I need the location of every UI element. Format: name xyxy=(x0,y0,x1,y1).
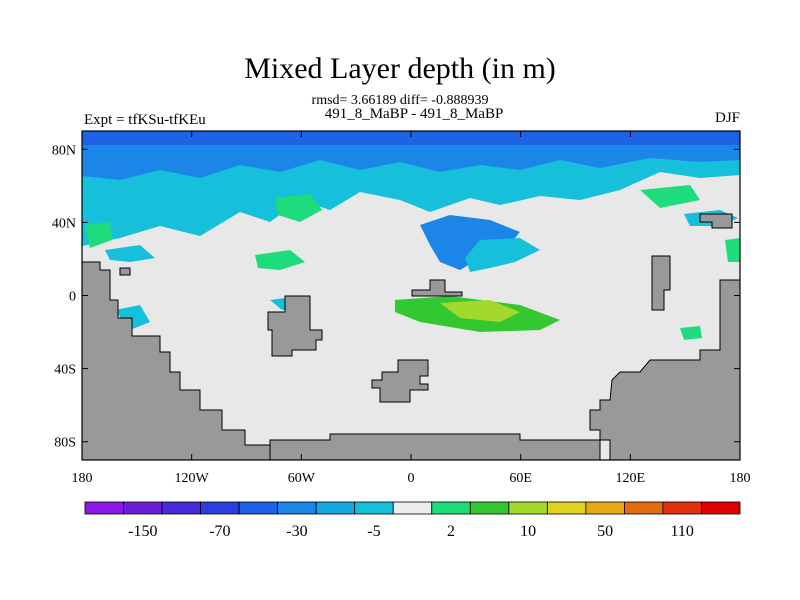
colorbar-box xyxy=(238,501,279,515)
x-tick-label: 60W xyxy=(288,471,316,486)
colorbar-box xyxy=(546,501,587,515)
colorbar-box xyxy=(161,501,201,515)
contour-region xyxy=(640,185,700,208)
center-string: 491_8_MaBP - 491_8_MaBP xyxy=(324,106,504,122)
contour-region xyxy=(465,238,540,272)
land-region xyxy=(267,295,323,357)
contour-region xyxy=(680,326,702,340)
colorbar-box xyxy=(200,501,240,515)
land-region xyxy=(371,359,429,403)
contour-region xyxy=(725,238,740,262)
right-string: DJF xyxy=(714,110,740,126)
chart-subtitle: rmsd= 3.66189 diff= -0.888939 xyxy=(311,93,489,108)
land-region xyxy=(411,279,463,297)
land-region xyxy=(119,267,131,276)
colorbar-box xyxy=(84,501,124,515)
contour-region xyxy=(440,300,520,322)
colorbar-label: -30 xyxy=(286,523,307,540)
x-tick-label: 0 xyxy=(408,471,415,486)
contour-region xyxy=(105,245,155,262)
x-tick-label: 180 xyxy=(730,471,751,486)
y-axis: 80N 40N 0 40S 80S xyxy=(52,143,740,451)
y-tick-label: 80N xyxy=(52,143,76,158)
colorbar-box xyxy=(392,501,433,515)
colorbar-box xyxy=(123,501,163,515)
colorbar: -150 -70 -30 -5 2 10 50 110 xyxy=(84,501,741,540)
colorbar-label: 10 xyxy=(520,523,536,540)
y-tick-label: 0 xyxy=(69,290,76,305)
land-region xyxy=(269,433,601,460)
colorbar-box xyxy=(585,501,625,515)
colorbar-box xyxy=(701,501,741,515)
y-tick-label: 40N xyxy=(52,216,76,231)
x-tick-label: 120W xyxy=(175,471,210,486)
colorbar-box xyxy=(277,501,317,515)
colorbar-label: 110 xyxy=(671,523,694,540)
colorbar-box xyxy=(354,501,394,515)
contour-region xyxy=(82,131,740,145)
colorbar-label: 2 xyxy=(447,523,455,540)
colorbar-label: -150 xyxy=(128,523,157,540)
contour-region xyxy=(82,148,740,246)
chart-title: Mixed Layer depth (in m) xyxy=(244,52,556,85)
colorbar-label: 50 xyxy=(597,523,613,540)
colorbar-box xyxy=(624,501,664,515)
contour-region xyxy=(420,215,520,270)
contour-region xyxy=(85,222,112,248)
x-axis: 180 120W 60W 0 60E 120E 180 xyxy=(72,131,751,486)
contour-region xyxy=(255,250,305,270)
left-string: Expt = tfKSu-tfKEu xyxy=(84,112,206,128)
land-region xyxy=(651,255,671,311)
x-tick-label: 120E xyxy=(616,471,646,486)
colorbar-box xyxy=(431,501,471,515)
land-region xyxy=(589,279,740,460)
colorbar-box xyxy=(508,501,548,515)
y-tick-label: 40S xyxy=(54,363,76,378)
x-tick-label: 180 xyxy=(72,471,93,486)
x-tick-label: 60E xyxy=(509,471,532,486)
colorbar-label: -70 xyxy=(209,523,230,540)
land-region xyxy=(82,261,271,460)
colorbar-label: -5 xyxy=(367,523,380,540)
y-tick-label: 80S xyxy=(54,436,76,451)
colorbar-box xyxy=(469,501,510,515)
land-region xyxy=(699,213,733,229)
map-layer xyxy=(82,131,740,460)
contour-region xyxy=(275,194,322,222)
colorbar-box xyxy=(662,501,702,515)
colorbar-box xyxy=(315,501,356,515)
